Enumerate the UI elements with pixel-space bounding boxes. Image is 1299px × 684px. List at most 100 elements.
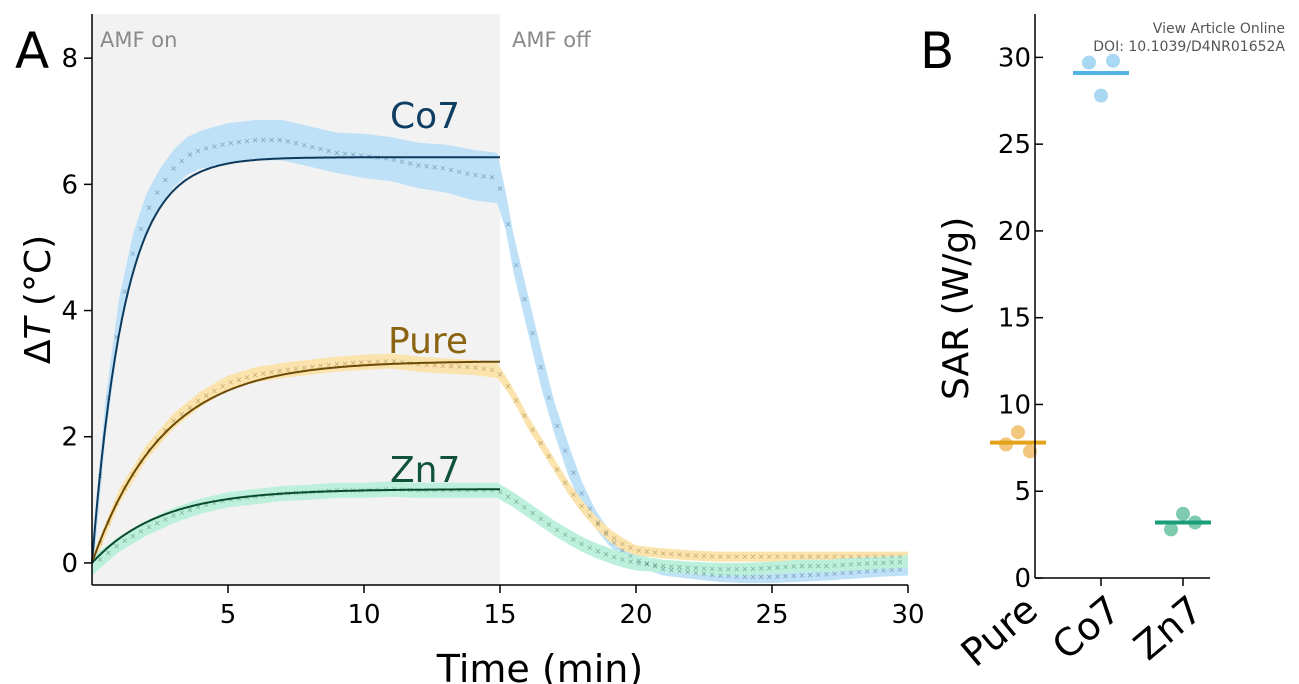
marker-pure [571,492,576,498]
marker-zn7 [163,517,168,522]
marker-pure [432,363,438,368]
series-label-pure: Pure [388,321,468,362]
marker-co7 [465,171,470,176]
marker-pure [301,365,307,371]
y-axis-label: ΔT (°C) [18,235,59,364]
marker-pure [824,554,829,559]
marker-co7 [473,172,478,178]
marker-pure [277,368,282,374]
marker-co7 [897,567,903,572]
marker-co7 [758,574,764,580]
marker-pure [864,554,870,559]
y-tick-label: 30 [998,43,1031,73]
marker-zn7 [595,549,601,554]
marker-pure [546,454,552,459]
marker-co7 [546,395,552,400]
y-tick-label: 4 [61,297,78,327]
marker-pure [677,552,682,557]
marker-pure [367,359,372,365]
marker-co7 [636,558,642,563]
marker-pure [326,362,331,368]
series-label-co7: Co7 [390,96,460,137]
marker-co7 [171,166,176,171]
fit-line-co7 [91,156,500,563]
y-axis-label-unit: (°C) [18,235,59,318]
marker-co7 [212,144,217,149]
fit-line-pure [91,360,501,564]
marker-co7 [856,569,862,575]
marker-zn7 [660,563,666,569]
sar-point-co7 [1082,55,1096,70]
marker-pure [456,364,462,369]
marker-pure [783,554,788,559]
marker-co7 [832,571,837,576]
marker-pure [530,427,535,433]
marker-co7 [236,139,242,145]
marker-co7 [440,165,446,171]
marker-co7 [824,571,829,577]
marker-pure [440,363,446,369]
marker-co7 [122,289,127,294]
x-tick-label: 10 [347,600,380,630]
y-tick-label: 20 [998,217,1031,247]
marker-pure [375,359,380,364]
marker-co7 [252,137,258,143]
x-axis-ticks: 5 10 15 20 25 30 [220,585,925,630]
marker-pure [391,359,397,364]
marker-zn7 [138,529,144,534]
marker-pure [848,554,854,559]
marker-co7 [873,568,878,574]
marker-pure [734,554,739,559]
y-tick-label: 6 [61,170,78,200]
marker-pure [244,375,250,380]
marker-co7 [138,226,144,232]
marker-co7 [530,330,535,336]
marker-pure [212,388,217,394]
marker-co7 [766,574,772,580]
marker-co7 [432,165,438,170]
marker-co7 [669,567,674,573]
marker-co7 [693,570,699,576]
x-tick-label-co7: Co7 [1044,587,1129,668]
marker-pure [832,554,837,559]
y-tick-label: 0 [61,549,78,579]
marker-co7 [342,151,348,157]
sar-point-pure [1023,444,1037,459]
marker-pure [497,372,503,377]
marker-co7 [448,167,454,173]
panel-b-label: B [920,22,954,80]
marker-co7 [579,491,584,496]
marker-co7 [391,157,397,163]
marker-zn7 [154,520,160,526]
marker-co7 [497,186,503,191]
marker-zn7 [538,516,544,522]
marker-pure [489,367,495,373]
marker-pure [334,361,340,367]
marker-pure [807,554,813,559]
marker-pure [669,551,674,557]
marker-co7 [750,574,756,580]
marker-co7 [571,470,576,475]
marker-pure [228,379,234,385]
marker-pure [758,554,764,559]
marker-zn7 [522,505,527,510]
marker-co7 [244,138,250,144]
view-article-online-link[interactable]: View Article Online [1152,21,1285,37]
marker-pure [701,553,707,559]
marker-pure [261,371,266,376]
marker-co7 [481,174,486,179]
marker-co7 [399,159,405,164]
marker-zn7 [791,564,797,569]
amf-on-label: AMF on [100,28,177,52]
x-tick-label: 5 [220,600,237,630]
marker-co7 [562,448,568,453]
x-tick-label: 15 [483,600,516,630]
marker-zn7 [701,566,707,571]
marker-pure [628,545,633,551]
marker-co7 [350,152,356,157]
marker-co7 [203,146,209,151]
marker-pure [636,548,642,553]
marker-pure [195,398,201,404]
marker-co7 [881,568,886,573]
